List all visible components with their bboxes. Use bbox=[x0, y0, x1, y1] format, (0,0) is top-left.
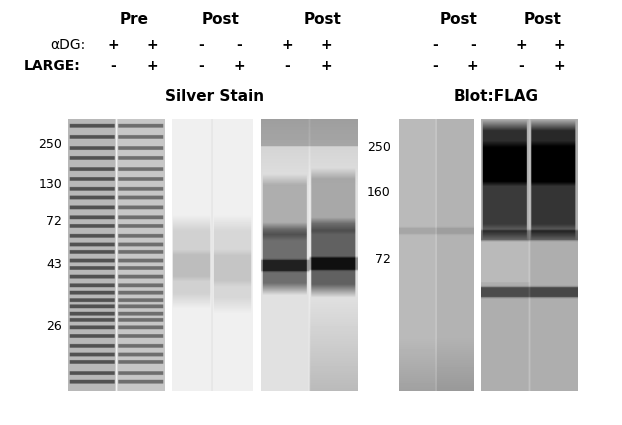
Text: 130: 130 bbox=[39, 178, 62, 190]
Text: +: + bbox=[321, 39, 332, 52]
Text: -: - bbox=[470, 39, 476, 52]
Text: Post: Post bbox=[304, 11, 341, 27]
Text: -: - bbox=[432, 59, 439, 73]
Text: LARGE:: LARGE: bbox=[24, 59, 81, 73]
Text: αDG:: αDG: bbox=[50, 39, 86, 52]
Text: 72: 72 bbox=[374, 253, 391, 266]
Text: +: + bbox=[147, 59, 158, 73]
Text: 43: 43 bbox=[47, 258, 62, 271]
Text: 160: 160 bbox=[367, 187, 391, 199]
Text: +: + bbox=[234, 59, 245, 73]
Text: -: - bbox=[236, 39, 243, 52]
Text: +: + bbox=[554, 59, 565, 73]
Text: -: - bbox=[198, 59, 204, 73]
Text: -: - bbox=[518, 59, 524, 73]
Text: Post: Post bbox=[440, 11, 477, 27]
Text: Silver Stain: Silver Stain bbox=[165, 89, 264, 104]
Text: +: + bbox=[321, 59, 332, 73]
Text: Post: Post bbox=[202, 11, 239, 27]
Text: Post: Post bbox=[524, 11, 562, 27]
Text: Pre: Pre bbox=[119, 11, 148, 27]
Text: -: - bbox=[198, 39, 204, 52]
Text: +: + bbox=[282, 39, 293, 52]
Text: +: + bbox=[554, 39, 565, 52]
Text: -: - bbox=[110, 59, 116, 73]
Text: +: + bbox=[467, 59, 478, 73]
Text: 250: 250 bbox=[39, 138, 62, 151]
Text: 250: 250 bbox=[367, 141, 391, 153]
Text: 72: 72 bbox=[46, 215, 62, 228]
Text: +: + bbox=[108, 39, 119, 52]
Text: +: + bbox=[147, 39, 158, 52]
Text: 26: 26 bbox=[47, 320, 62, 333]
Text: Blot:FLAG: Blot:FLAG bbox=[454, 89, 539, 104]
Text: +: + bbox=[516, 39, 527, 52]
Text: -: - bbox=[432, 39, 439, 52]
Text: -: - bbox=[284, 59, 290, 73]
